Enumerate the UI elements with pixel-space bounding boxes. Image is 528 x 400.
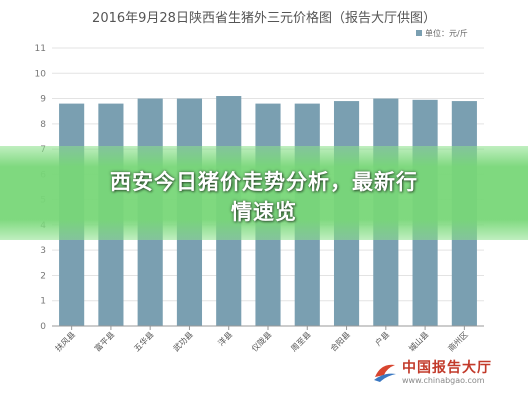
x-tick-label: 城山县	[406, 329, 430, 353]
x-tick-label: 武功县	[171, 329, 195, 353]
y-tick-label: 11	[35, 44, 46, 54]
headline-line-2: 情速览	[231, 200, 297, 224]
headline-text: 西安今日猪价走势分析，最新行 情速览	[50, 167, 478, 227]
legend: 单位：元/斤	[416, 28, 468, 38]
y-tick-label: 9	[40, 95, 46, 105]
watermark-logo-icon	[374, 364, 396, 382]
x-tick-label: 周至县	[289, 330, 312, 353]
watermark-name: 中国报告大厅	[402, 360, 492, 376]
y-tick-label: 2	[40, 271, 46, 281]
x-tick-label: 富平县	[92, 329, 116, 353]
x-tick-label: 五华县	[132, 329, 156, 353]
headline-banner	[0, 146, 528, 240]
watermark: 中国报告大厅 www.chinabgao.com	[372, 355, 522, 391]
y-tick-label: 8	[40, 120, 46, 130]
x-tick-label: 合阳县	[328, 329, 352, 353]
x-tick-label: 户县	[373, 329, 391, 347]
watermark-url: www.chinabgao.com	[402, 376, 485, 385]
x-tick-label: 仪陇县	[249, 329, 273, 353]
legend-label: 单位：元/斤	[425, 28, 468, 38]
headline-line-1: 西安今日猪价走势分析，最新行	[110, 170, 418, 194]
x-tick-label: 商州区	[446, 329, 470, 353]
x-tick-label: 扶风县	[53, 329, 77, 353]
chart-title: 2016年9月28日陕西省生猪外三元价格图（报告大厅供图）	[92, 10, 436, 26]
y-tick-label: 1	[40, 297, 46, 307]
x-tick-label: 洋县	[216, 329, 234, 347]
y-tick-label: 0	[40, 322, 46, 332]
y-tick-label: 3	[40, 246, 46, 256]
y-tick-label: 10	[35, 69, 47, 79]
legend-swatch	[416, 30, 422, 36]
